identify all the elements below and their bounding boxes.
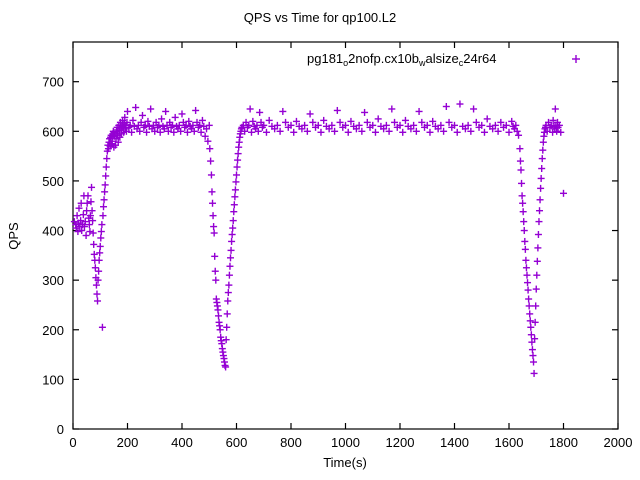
y-tick-label: 100: [42, 372, 64, 387]
x-tick-label: 1000: [331, 435, 360, 450]
x-tick-label: 2000: [604, 435, 633, 450]
y-tick-label: 500: [42, 174, 64, 189]
x-tick-label: 1600: [495, 435, 524, 450]
legend-marker-icon: [572, 55, 580, 63]
legend[interactable]: pg181o2nofp.cx10bwalsizec24r64: [307, 51, 580, 68]
x-tick-label: 1400: [440, 435, 469, 450]
x-tick-label: 1200: [386, 435, 415, 450]
legend-series-label: pg181o2nofp.cx10bwalsizec24r64: [307, 51, 497, 68]
y-axis-title: QPS: [6, 222, 21, 250]
x-tick-label: 800: [280, 435, 302, 450]
x-tick-label: 0: [69, 435, 76, 450]
x-tick-label: 1800: [549, 435, 578, 450]
chart-title: QPS vs Time for qp100.L2: [244, 10, 396, 25]
x-axis-ticks: 0 200 400 600 800 1000 1200 1400 1600 1800 2000: [69, 42, 632, 450]
x-tick-label: 400: [171, 435, 193, 450]
y-tick-label: 200: [42, 323, 64, 338]
y-tick-label: 700: [42, 75, 64, 90]
y-tick-label: 300: [42, 273, 64, 288]
y-tick-label: 400: [42, 224, 64, 239]
y-tick-label: 0: [57, 422, 64, 437]
x-tick-label: 600: [226, 435, 248, 450]
x-tick-label: 200: [117, 435, 139, 450]
x-axis-title: Time(s): [323, 455, 367, 470]
data-point-group: [70, 100, 567, 377]
y-axis-ticks: 0 100 200 300 400 500 600 700: [42, 75, 618, 437]
y-tick-label: 600: [42, 124, 64, 139]
